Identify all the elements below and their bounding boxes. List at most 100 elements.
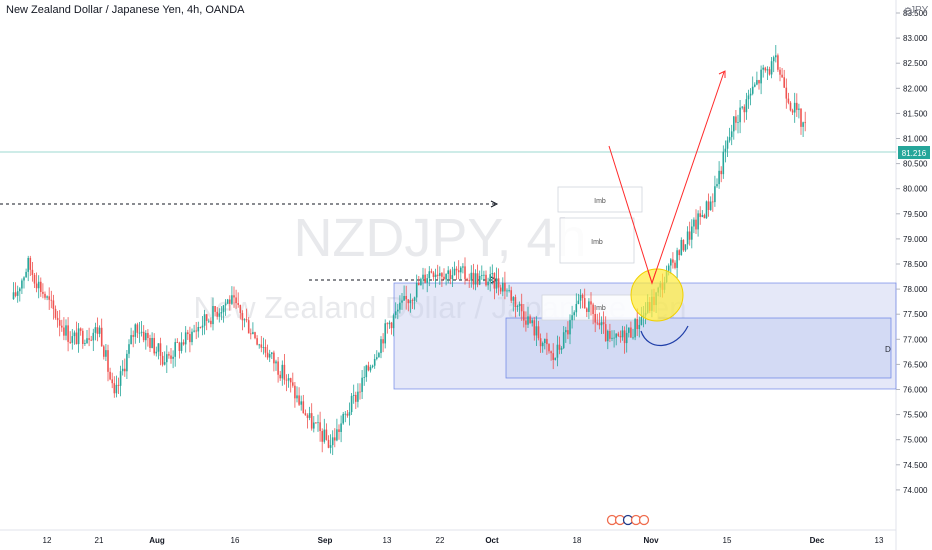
candle-body (502, 282, 504, 292)
candle-body (707, 201, 710, 210)
candle-body (768, 69, 771, 75)
candle-body (317, 422, 319, 424)
candle-body (140, 331, 143, 333)
candle-body (418, 282, 420, 285)
candle-body (247, 320, 250, 334)
candle-body (481, 275, 483, 276)
candle-body (357, 391, 359, 402)
settings-gear-icon[interactable]: ⚙ (903, 6, 913, 18)
candle-body (338, 429, 340, 432)
candle-body (199, 326, 202, 328)
candle-body (775, 55, 777, 58)
candle-body (539, 338, 542, 347)
candle-body (453, 268, 456, 276)
candle-body (428, 271, 431, 279)
candle-body (686, 231, 689, 245)
candle-body (625, 332, 628, 344)
candle-body (516, 306, 519, 308)
time-axis[interactable]: 12 21 Aug 16 Sep 13 22 Oct 18 Nov 15 Dec 13 (43, 536, 884, 545)
candle-body (348, 412, 351, 416)
candle-body (697, 213, 699, 230)
candle-body (699, 213, 701, 217)
candle-body (304, 413, 307, 416)
candle-body (44, 293, 46, 298)
candle-body (163, 362, 166, 365)
candle-body (491, 273, 494, 275)
candle-body (483, 274, 485, 276)
candle-body (281, 364, 284, 379)
currency-label: JPY (910, 5, 929, 16)
candle-body (67, 325, 69, 342)
time-tick-label: 16 (231, 536, 240, 545)
candle-body (296, 395, 298, 399)
target-circle[interactable] (630, 268, 684, 322)
price-tick-label: 77.500 (903, 310, 928, 319)
candle-body (182, 342, 185, 345)
candle-body (800, 108, 802, 127)
candle-body (617, 333, 620, 336)
candle-body (527, 316, 529, 325)
price-tick-label: 81.000 (903, 135, 928, 144)
candle-body (508, 290, 510, 292)
candle-body (798, 108, 800, 110)
candle-body (596, 322, 599, 324)
candle-body (203, 314, 206, 326)
candle-body (510, 290, 512, 301)
candle-body (695, 219, 697, 230)
candle-body (388, 322, 391, 325)
candle-body (77, 328, 80, 345)
candle-body (533, 320, 536, 336)
candle-body (12, 292, 15, 300)
candle-body (693, 219, 695, 227)
candle-body (361, 377, 363, 392)
candle-body (121, 368, 124, 372)
candle-body (506, 290, 508, 292)
event-icon[interactable] (638, 514, 650, 526)
candle-body (365, 365, 368, 378)
candle-body (439, 273, 441, 276)
candle-body (14, 292, 17, 296)
candle-body (476, 273, 479, 285)
candle-body (254, 332, 256, 339)
candle-body (128, 344, 130, 354)
candle-body (577, 300, 580, 304)
candle-body (672, 259, 674, 263)
candle-body (588, 301, 590, 312)
time-tick-label: 21 (95, 536, 104, 545)
candle-body (634, 319, 636, 338)
imbalance-box[interactable] (559, 217, 635, 264)
price-tick-label: 83.500 (903, 9, 928, 18)
candle-body (98, 327, 101, 334)
candle-body (714, 186, 716, 203)
reaction-curve[interactable] (640, 325, 689, 347)
candle-body (31, 269, 34, 275)
candle-body (331, 437, 334, 446)
candle-body (403, 295, 405, 301)
candle-body (166, 354, 168, 363)
candle-body (615, 333, 617, 338)
candle-body (96, 327, 99, 334)
candle-body (130, 335, 132, 345)
candle-body (191, 331, 193, 343)
candle-body (638, 324, 641, 330)
candle-body (529, 316, 531, 324)
candle-body (474, 273, 477, 285)
price-axis[interactable]: 83.500 83.000 82.500 82.000 81.500 81.000 80.5… (896, 9, 928, 495)
candle-body (352, 394, 355, 396)
candle-body (796, 102, 798, 110)
candle-body (787, 98, 790, 103)
price-tick-label: 76.000 (903, 386, 928, 395)
candle-body (107, 350, 109, 372)
time-tick-label: 12 (43, 536, 52, 545)
candle-body (208, 320, 210, 322)
candle-body (399, 302, 401, 310)
event-icons[interactable] (606, 514, 650, 526)
candle-body (609, 330, 611, 339)
candle-body (415, 282, 418, 298)
candle-body (218, 313, 221, 317)
candle-body (132, 335, 134, 337)
plot-area[interactable] (0, 0, 896, 530)
candle-body (783, 77, 785, 88)
